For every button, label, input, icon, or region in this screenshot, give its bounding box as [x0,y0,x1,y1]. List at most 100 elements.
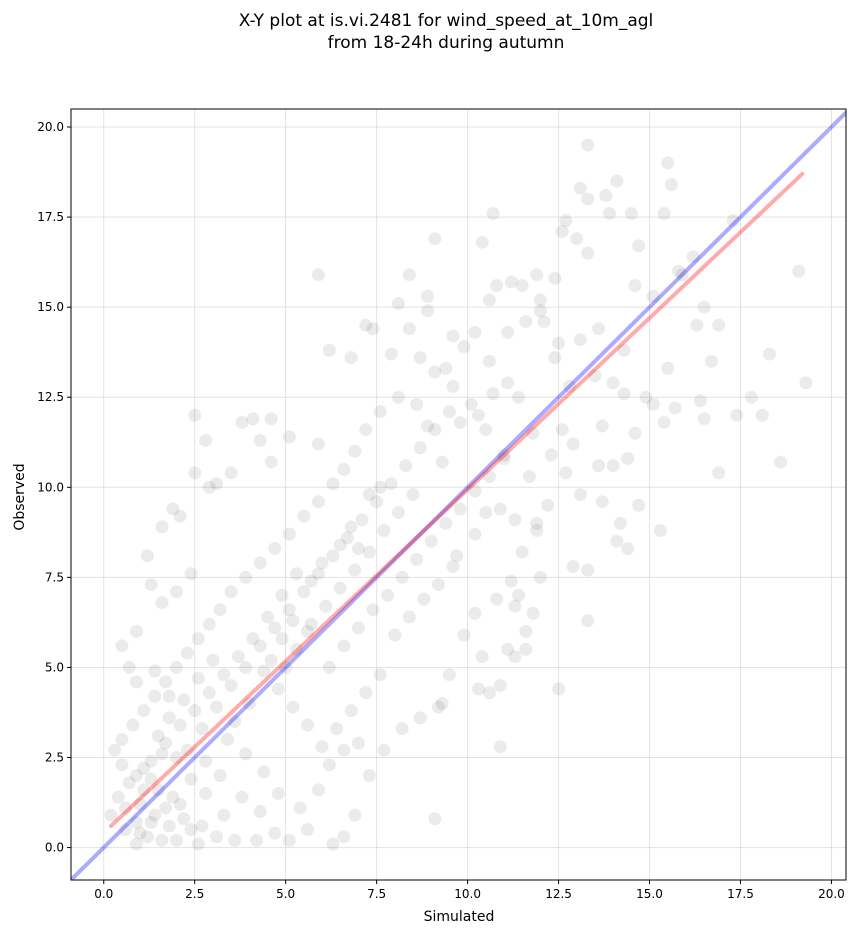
scatter-point [617,387,631,401]
scatter-point [359,686,373,700]
scatter-point [384,347,398,361]
scatter-point [184,772,198,786]
scatter-point [311,783,325,797]
scatter-point [133,797,147,811]
scatter-point [315,740,329,754]
scatter-point [468,527,482,541]
scatter-point [439,361,453,375]
scatter-point [191,671,205,685]
scatter-point [661,361,675,375]
scatter-point [446,329,460,343]
scatter-point [621,451,635,465]
scatter-point [191,837,205,851]
x-tick-label: 17.5 [727,887,754,901]
scatter-point [472,682,486,696]
scatter-point [104,808,118,822]
scatter-point [282,603,296,617]
scatter-point [508,513,522,527]
scatter-point [173,718,187,732]
scatter-point [373,668,387,682]
scatter-point [475,235,489,249]
scatter-point [115,639,129,653]
scatter-point [351,736,365,750]
scatter-point [664,178,678,192]
scatter-point [730,408,744,422]
scatter-point [282,527,296,541]
scatter-point [410,552,424,566]
scatter-point [508,650,522,664]
scatter-point [184,823,198,837]
scatter-point [264,455,278,469]
scatter-point [413,351,427,365]
scatter-point [592,459,606,473]
scatter-point [515,545,529,559]
scatter-point [533,304,547,318]
scatter-point [482,354,496,368]
scatter-point [366,322,380,336]
scatter-point [199,433,213,447]
scatter-point [206,653,220,667]
scatter-point [421,304,435,318]
y-tick-label: 5.0 [45,660,64,674]
scatter-point [697,300,711,314]
scatter-point [341,531,355,545]
scatter-point [304,574,318,588]
scatter-point [202,617,216,631]
scatter-point [359,423,373,437]
scatter-point [675,268,689,282]
scatter-point [202,480,216,494]
scatter-point [410,397,424,411]
scatter-point [530,524,544,538]
scatter-point [417,592,431,606]
scatter-point [155,520,169,534]
scatter-point [697,412,711,426]
scatter-point [268,621,282,635]
scatter-point [271,787,285,801]
scatter-points [104,138,813,851]
scatter-point [253,433,267,447]
scatter-point [435,455,449,469]
scatter-point [177,693,191,707]
scatter-point [512,390,526,404]
scatter-point [501,325,515,339]
scatter-point [533,293,547,307]
scatter-point [155,596,169,610]
scatter-point [275,632,289,646]
scatter-point [690,318,704,332]
scatter-point [282,430,296,444]
scatter-point [693,394,707,408]
scatter-point [552,682,566,696]
scatter-point [213,603,227,617]
scatter-point [224,678,238,692]
scatter-point [155,747,169,761]
scatter-point [129,837,143,851]
grid-lines [71,109,846,880]
scatter-point [297,585,311,599]
scatter-point [799,376,813,390]
scatter-point [355,513,369,527]
scatter-point [348,563,362,577]
scatter-point [453,415,467,429]
scatter-point [493,678,507,692]
scatter-point [119,823,133,837]
scatter-point [628,426,642,440]
scatter-point [257,765,271,779]
scatter-point [621,542,635,556]
scatter-point [526,426,540,440]
scatter-point [242,696,256,710]
scatter-point [290,567,304,581]
scatter-point [428,423,442,437]
scatter-point [595,419,609,433]
scatter-point [712,318,726,332]
y-tick-label: 2.5 [45,751,64,765]
scatter-point [468,484,482,498]
scatter-point [337,830,351,844]
scatter-point [435,696,449,710]
scatter-point [195,722,209,736]
scatter-point [301,718,315,732]
y-tick-label: 10.0 [37,480,64,494]
scatter-point [260,610,274,624]
scatter-point [271,682,285,696]
scatter-point [159,736,173,750]
scatter-point [413,711,427,725]
